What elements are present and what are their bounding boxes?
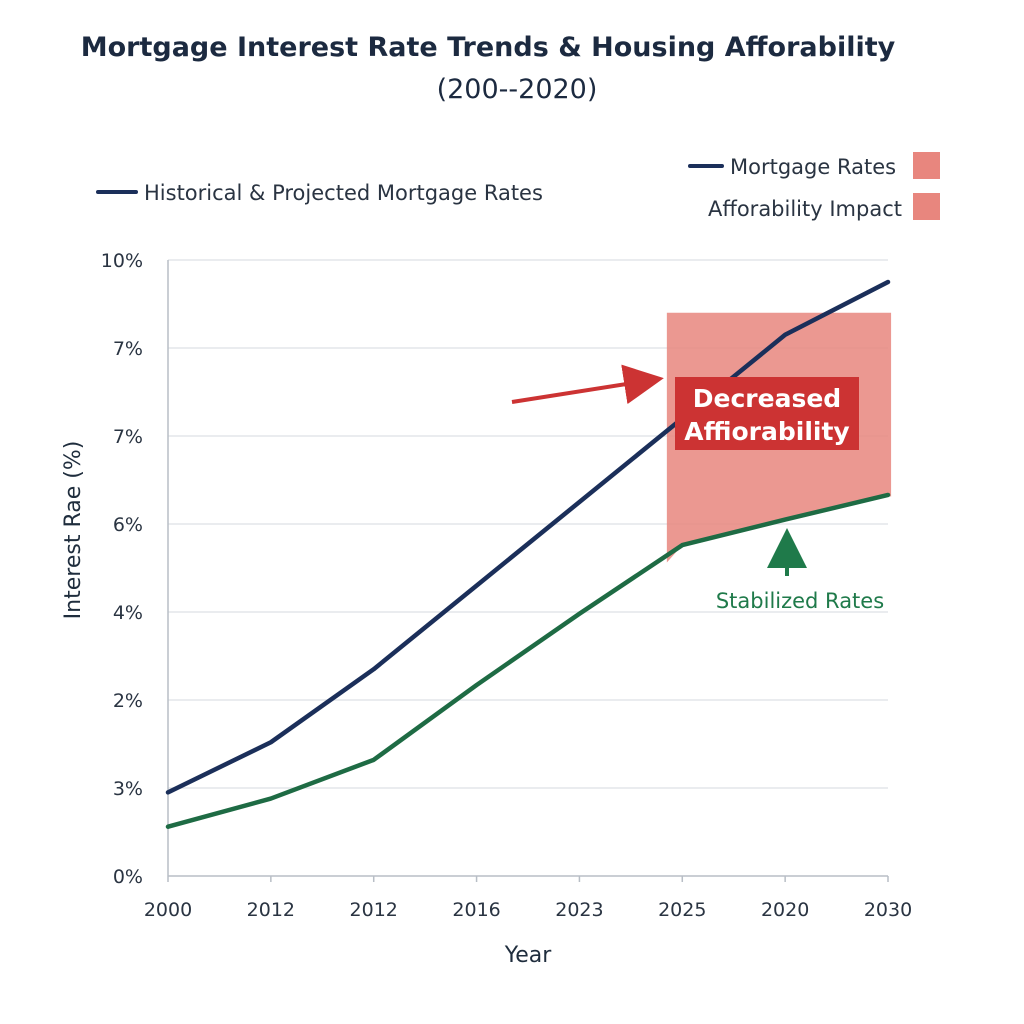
y-tick-labels: 0% 3% 2% 4% 6% 7% 7% 10% (101, 250, 143, 888)
y-tick-label-1: 3% (113, 778, 143, 800)
x-tick-label-4: 2023 (555, 899, 603, 921)
series-line-secondary (165, 492, 891, 829)
y-axis-title: Interest Rae (%) (61, 441, 86, 620)
y-tick-label-0: 0% (113, 866, 143, 888)
callout-arrow (511, 364, 664, 405)
stabilized-label: Stabilized Rates (716, 589, 884, 613)
legend-afforability-swatch (913, 193, 940, 220)
x-axis-title: Year (504, 943, 553, 968)
y-tick-label-7: 10% (101, 250, 143, 272)
callout-line-1: Decreased (693, 384, 841, 413)
chart-title: Mortgage Interest Rate Trends & Housing … (80, 32, 896, 63)
legend-afforability-label: Afforability Impact (708, 197, 902, 221)
y-tick-label-6: 7% (113, 338, 143, 360)
y-tick-label-4: 6% (113, 514, 143, 536)
x-tick-label-6: 2020 (761, 899, 809, 921)
x-tick-label-3: 2016 (452, 899, 500, 921)
y-tick-label-5: 7% (113, 426, 143, 448)
legend-mortgage-swatch (913, 152, 940, 179)
legend-left-label: Historical & Projected Mortgage Rates (144, 181, 543, 205)
series-line-mortgage-rates (165, 279, 891, 795)
chart-subtitle: (200--2020) (436, 74, 598, 105)
x-tick-label-2: 2012 (350, 899, 398, 921)
x-tick-label-1: 2012 (247, 899, 295, 921)
series-lines (165, 279, 891, 829)
y-tick-label-2: 2% (113, 690, 143, 712)
x-tick-label-5: 2025 (658, 899, 706, 921)
callout-line-2: Affiorability (684, 417, 849, 446)
x-tick-label-0: 2000 (144, 899, 192, 921)
y-tick-label-3: 4% (113, 602, 143, 624)
x-tick-label-7: 2030 (864, 899, 912, 921)
legend-mortgage-label: Mortgage Rates (730, 155, 896, 179)
callout-box (675, 377, 859, 450)
axes (167, 260, 888, 877)
x-tick-labels: 2000 2012 2012 2016 2023 2025 2020 2030 (144, 876, 912, 921)
